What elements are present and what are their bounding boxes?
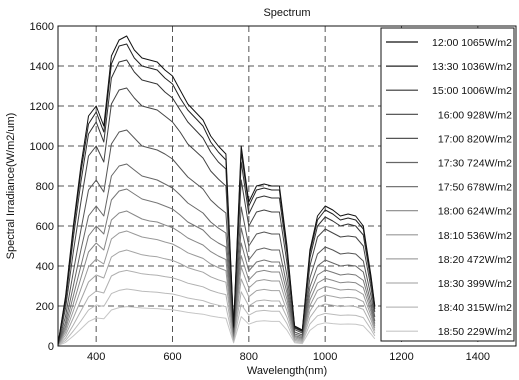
x-tick-label: 1400 (466, 351, 490, 363)
y-tick-label: 200 (36, 301, 54, 313)
legend-label: 15:00 1006W/m2 (432, 85, 512, 97)
legend-label: 18:00 624W/m2 (438, 206, 512, 218)
legend-label: 17:00 820W/m2 (438, 133, 512, 145)
x-tick-label: 600 (163, 351, 181, 363)
y-axis-title: Spectral Irradiance(W/m2/um) (5, 113, 17, 260)
x-tick-label: 1000 (313, 351, 337, 363)
legend-items: 12:00 1065W/m2 13:30 1036W/m2 15:00 1006W/… (386, 37, 512, 338)
legend-label: 17:50 678W/m2 (438, 182, 512, 194)
x-tick-label: 1200 (389, 351, 413, 363)
x-tick-label: 400 (87, 351, 105, 363)
y-tick-label: 600 (36, 221, 54, 233)
series-lines (57, 35, 376, 347)
y-tick-label: 400 (36, 261, 54, 273)
series-line (57, 59, 376, 345)
legend-label: 18:20 472W/m2 (438, 254, 512, 266)
chart-title: Spectrum (263, 7, 310, 19)
legend-label: 18:10 536W/m2 (438, 230, 512, 242)
legend-label: 17:30 724W/m2 (438, 158, 512, 170)
series-line (57, 249, 376, 346)
y-tick-label: 1200 (30, 101, 54, 113)
legend-label: 18:50 229W/m2 (438, 326, 512, 338)
series-line (57, 43, 376, 345)
series-line (57, 230, 376, 346)
legend-label: 18:30 399W/m2 (438, 278, 512, 290)
legend-label: 18:40 315W/m2 (438, 302, 512, 314)
series-line (57, 188, 376, 346)
series-line (57, 35, 376, 345)
y-tick-label: 1600 (30, 21, 54, 33)
series-line (57, 129, 376, 345)
x-axis-title: Wavelength(nm) (247, 365, 327, 377)
series-line (57, 163, 376, 345)
y-tick-label: 1400 (30, 61, 54, 73)
x-tick-label: 800 (240, 351, 258, 363)
legend-box (380, 27, 515, 342)
series-line (57, 210, 376, 346)
plot-frame (57, 25, 517, 347)
series-line (57, 306, 376, 347)
y-tick-label: 1000 (30, 141, 54, 153)
y-tick-label: 800 (36, 181, 54, 193)
legend-label: 12:00 1065W/m2 (432, 37, 512, 49)
axis-ticks: 400 600 800 1000 1200 1400 0 200 400 600 800 1000 12… (30, 21, 491, 363)
legend-label: 16:00 928W/m2 (438, 109, 512, 121)
series-line (57, 87, 376, 345)
y-tick-label: 0 (48, 341, 54, 353)
legend: 12:00 1065W/m2 13:30 1036W/m2 15:00 1006W/… (380, 27, 515, 342)
series-line (57, 269, 376, 346)
legend-label: 13:30 1036W/m2 (432, 61, 512, 73)
series-line (57, 288, 376, 346)
